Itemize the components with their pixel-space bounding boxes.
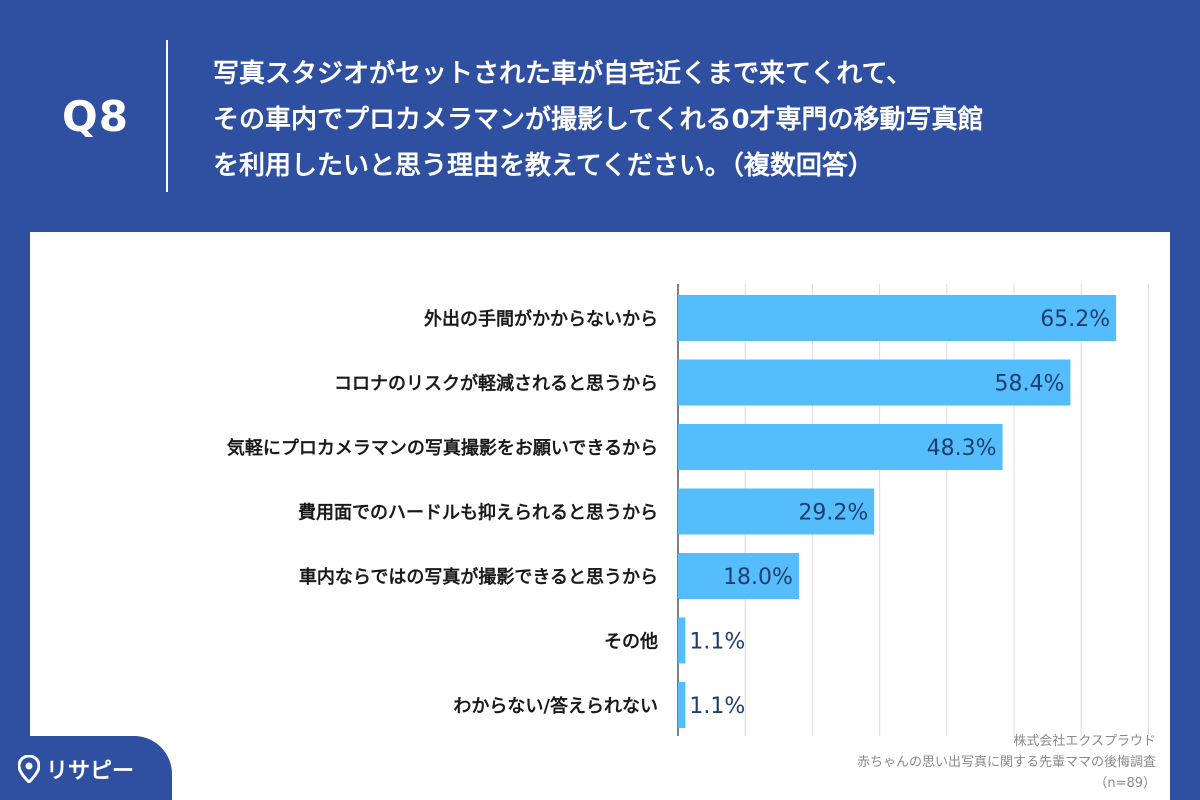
bar-5 — [678, 553, 799, 599]
location-pin-icon — [18, 755, 40, 783]
header: Q8 写真スタジオがセットされた車が自宅近くまで来てくれて、 その車内でプロカメ… — [0, 0, 1200, 232]
category-label-4: 費用面でのハードルも抑えられると思うから — [298, 502, 658, 524]
category-label-2: コロナのリスクが軽減されると思うから — [334, 373, 658, 395]
bar-6 — [678, 617, 686, 664]
bar-chart: 外出の手間がかからないから 65.2% コロナのリスクが軽減されると思うから 58.4… — [227, 284, 1149, 736]
header-divider — [166, 40, 168, 192]
bar-3 — [678, 424, 1003, 470]
value-label-2: 58.4% — [995, 372, 1065, 397]
value-label-6: 1.1% — [689, 630, 745, 655]
bar-2 — [678, 359, 1071, 406]
question-number: Q8 — [62, 92, 129, 141]
category-label-6: その他 — [604, 631, 658, 653]
value-label-3: 48.3% — [927, 436, 997, 461]
source-note: 株式会社エクスプラウド 赤ちゃんの思い出写真に関する先輩ママの後悔調査 （n=8… — [857, 731, 1156, 794]
bar-4 — [678, 488, 875, 535]
question-text: 写真スタジオがセットされた車が自宅近くまで来てくれて、 その車内でプロカメラマン… — [213, 51, 1173, 189]
value-label-7: 1.1% — [689, 694, 745, 719]
category-label-1: 外出の手間がかからないから — [424, 308, 658, 330]
chart-panel: 外出の手間がかからないから 65.2% コロナのリスクが軽減されると思うから 58.4… — [30, 232, 1170, 800]
source-company: 株式会社エクスプラウド — [1013, 734, 1156, 749]
source-sample: （n=89） — [1094, 776, 1156, 791]
question-line-1: 写真スタジオがセットされた車が自宅近くまで来てくれて、 — [213, 59, 913, 89]
bar-7 — [678, 682, 686, 728]
question-line-2: その車内でプロカメラマンが撮影してくれる0才専門の移動写真館 — [213, 105, 984, 135]
brand-logo: リサピー — [18, 754, 134, 784]
category-label-5: 車内ならではの写真が撮影できると思うから — [299, 566, 658, 588]
bar-1 — [678, 295, 1117, 341]
value-label-5: 18.0% — [723, 565, 793, 590]
source-survey: 赤ちゃんの思い出写真に関する先輩ママの後悔調査 — [856, 755, 1156, 770]
category-label-3: 気軽にプロカメラマンの写真撮影をお願いできるから — [227, 437, 658, 459]
logo-text: リサピー — [46, 759, 135, 784]
question-line-3: を利用したいと思う理由を教えてください。（複数回答） — [213, 151, 874, 181]
category-label-7: わからない/答えられない — [453, 695, 658, 717]
value-label-1: 65.2% — [1040, 307, 1110, 332]
value-label-4: 29.2% — [798, 501, 868, 526]
